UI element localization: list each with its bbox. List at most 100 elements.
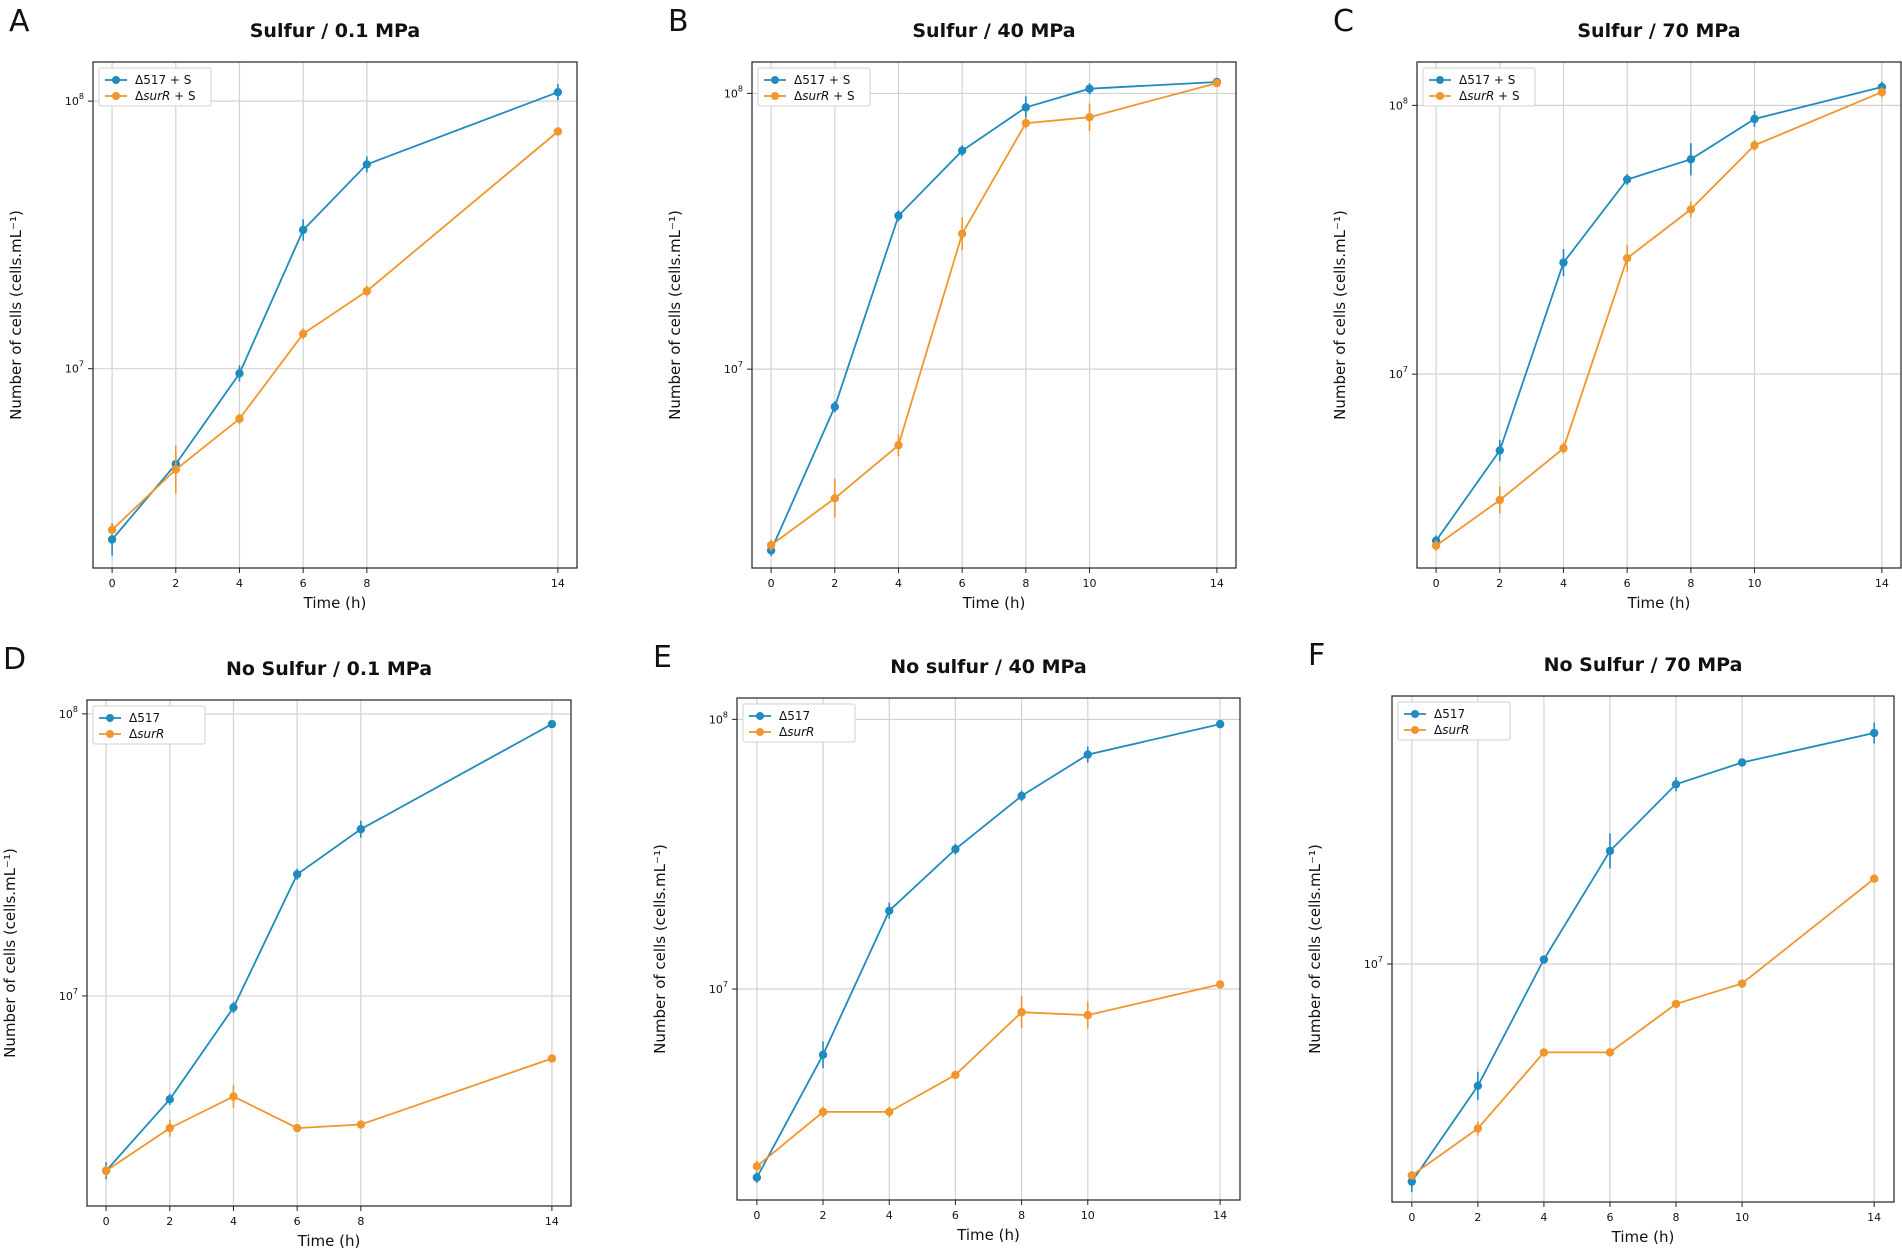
x-tick-label: 0 [1408,1211,1415,1224]
x-tick-label: 8 [1687,577,1694,590]
series-line [1411,732,1875,1183]
data-point [1085,112,1094,122]
legend-swatch-marker [1436,92,1444,100]
data-point [1622,254,1632,263]
legend-swatch-marker [771,92,779,100]
series-deltasurr [766,78,1222,551]
data-point [1605,846,1615,856]
x-tick-label: 6 [1606,1211,1613,1224]
chart-panel-c: C Sulfur / 70 MPa 107 108 0 2 4 6 8 10 14 Time (h) N… [1331,4,1902,612]
plot-frame [751,61,1237,569]
data-point [101,1166,111,1175]
data-point [1083,750,1092,759]
data-point [1495,446,1504,455]
x-tick-label: 8 [363,577,370,590]
x-tick-label: 4 [886,1209,893,1222]
x-tick-label: 2 [1496,577,1503,590]
series-deltasurr [107,127,563,536]
data-point [553,127,563,136]
data-point [1021,118,1031,128]
data-point [1407,1171,1417,1180]
data-point [752,1162,762,1171]
x-tick-label: 6 [300,577,307,590]
x-axis-label: Time (h) [1611,1228,1675,1246]
chart-panel-d: D No Sulfur / 0.1 MPa 107 108 0 2 4 6 8 14 Time (h… [1,642,572,1250]
series-line [770,82,1218,546]
data-point [235,369,244,378]
chart-panel-f: F No Sulfur / 70 MPa 107 0 2 4 6 8 10 14 Time (h) N… [1306,638,1895,1246]
x-axis-label: Time (h) [303,594,367,612]
x-tick-label: 0 [109,577,116,590]
data-point [107,535,117,544]
chart-title: No sulfur / 40 MPa [890,656,1086,678]
legend-label: Δ517 + S [794,73,850,87]
x-axis-label: Time (h) [297,1232,361,1250]
data-point [830,402,839,412]
data-point [957,229,967,238]
data-point [292,870,302,879]
x-tick-label: 6 [959,577,966,590]
data-point [356,825,366,834]
x-tick-label: 6 [1624,577,1631,590]
x-tick-label: 6 [294,1215,301,1228]
chart-title: No Sulfur / 0.1 MPa [226,658,432,680]
data-point [1473,1081,1483,1090]
x-tick-label: 14 [1875,577,1889,590]
series-line [111,91,559,541]
data-point [1407,1177,1417,1186]
series-line [1435,91,1883,547]
data-point [1431,541,1441,550]
data-point [1671,999,1681,1009]
legend: Δ517 ΔsurR [1397,701,1511,741]
plot-frame [92,61,578,569]
legend: Δ517 ΔsurR [92,705,206,745]
chart-panel-e: E No sulfur / 40 MPa 107 108 0 2 4 6 8 10 14 Time (… [651,640,1241,1244]
data-point [1083,1010,1092,1020]
chart-title: No Sulfur / 70 MPa [1544,654,1743,676]
plot-frame [1416,61,1902,569]
data-point [362,286,372,296]
x-tick-label: 10 [1735,1211,1749,1224]
y-tick-label: 108 [724,84,743,100]
series-deltasurr [1431,86,1887,552]
data-point [1737,758,1747,767]
data-point [951,1070,960,1080]
data-point [1473,1124,1483,1133]
data-point [356,1120,366,1129]
chart-title: Sulfur / 40 MPa [912,20,1075,42]
series-line [111,130,559,531]
x-tick-label: 4 [1560,577,1567,590]
x-tick-label: 8 [1673,1211,1680,1224]
x-tick-label: 4 [236,577,243,590]
series-line [756,983,1221,1167]
y-tick-label: 107 [724,360,743,376]
chart-title: Sulfur / 0.1 MPa [250,20,420,42]
plot-frame [736,697,1241,1201]
data-point [1737,979,1747,988]
y-tick-label: 107 [1389,365,1408,381]
x-tick-label: 4 [1540,1211,1547,1224]
data-point [1686,205,1696,214]
data-point [752,1173,762,1182]
x-axis-label: Time (h) [956,1226,1020,1244]
panel-letter: A [9,4,30,39]
legend-swatch-marker [1436,76,1444,84]
data-point [1017,1008,1026,1017]
x-tick-label: 0 [753,1209,760,1222]
x-axis-label: Time (h) [962,594,1026,612]
legend-label: ΔsurR [779,725,814,739]
data-point [830,494,839,503]
y-tick-label: 107 [1364,955,1383,971]
data-point [885,1107,894,1117]
x-tick-label: 2 [831,577,838,590]
y-axis-label: Number of cells (cells.mL⁻¹) [666,210,684,420]
data-point [1212,78,1222,88]
data-point [894,211,903,220]
data-point [1215,980,1225,989]
y-axis-label: Number of cells (cells.mL⁻¹) [7,210,25,420]
data-point [298,225,308,235]
y-tick-label: 107 [65,360,84,376]
data-point [292,1123,302,1133]
chart-panel-b: B Sulfur / 40 MPa 107 108 0 2 4 6 8 10 14 Time (h) N… [666,4,1237,612]
